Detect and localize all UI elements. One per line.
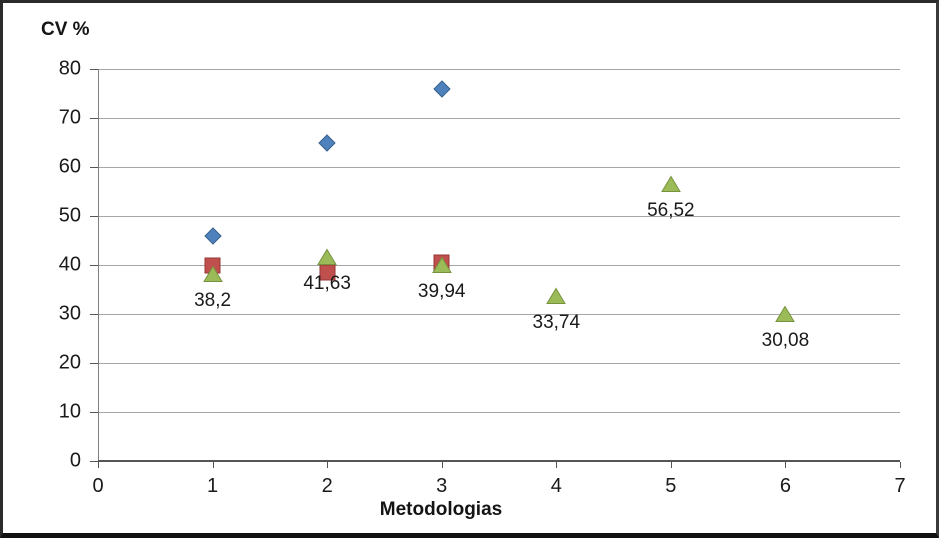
y-tick-label-70: 70: [58, 106, 81, 129]
x-tick-label-5: 5: [665, 475, 677, 497]
y-tick-label-0: 0: [69, 449, 81, 472]
gridline-y-60: [98, 166, 900, 168]
y-tick-60: [90, 167, 98, 168]
x-axis-line: [98, 460, 900, 462]
gridline-y-10: [98, 411, 900, 413]
y-tick-50: [90, 216, 98, 217]
gridline-y-30: [98, 313, 900, 315]
x-tick-1: [212, 462, 214, 468]
x-tick-2: [327, 462, 329, 468]
y-tick-10: [90, 412, 98, 413]
y-axis-line: [98, 69, 99, 461]
x-axis-title: Metodologias: [379, 499, 503, 520]
x-tick-7: [900, 462, 901, 468]
data-point-label-series-green-triangle-x5: 56,52: [647, 200, 695, 222]
data-point-series-green-triangle-x5: [660, 175, 681, 193]
x-tick-label-1: 1: [207, 475, 219, 497]
y-tick-80: [90, 69, 98, 70]
data-point-series-blue-diamond-x1: [203, 226, 222, 245]
gridline-y-50: [98, 215, 900, 217]
data-point-series-green-triangle-x3: [431, 256, 452, 274]
x-tick-0: [98, 462, 99, 468]
data-point-series-green-triangle-x2: [317, 248, 338, 266]
gridline-y-20: [98, 362, 900, 364]
data-point-series-green-triangle-x6: [775, 305, 796, 323]
data-point-label-series-green-triangle-x1: 38,2: [194, 289, 232, 311]
data-point-label-series-green-triangle-x2: 41,63: [303, 273, 351, 294]
y-tick-label-30: 30: [58, 302, 81, 325]
y-tick-label-60: 60: [58, 155, 81, 178]
x-tick-4: [556, 462, 558, 468]
x-tick-6: [785, 462, 787, 468]
data-point-label-series-green-triangle-x6: 30,08: [761, 329, 810, 351]
y-tick-label-40: 40: [58, 253, 81, 276]
y-tick-70: [90, 118, 98, 119]
y-tick-0: [90, 461, 98, 462]
data-point-series-blue-diamond-x2: [318, 133, 336, 152]
x-tick-label-2: 2: [321, 475, 333, 497]
data-point-label-series-green-triangle-x3: 39,94: [417, 281, 466, 303]
x-tick-label-3: 3: [436, 475, 448, 497]
y-tick-label-50: 50: [58, 204, 81, 227]
y-tick-label-20: 20: [58, 351, 81, 374]
y-tick-30: [90, 314, 98, 315]
gridline-y-80: [98, 68, 900, 70]
y-axis-title: CV %: [41, 19, 90, 40]
x-tick-label-7: 7: [894, 475, 906, 497]
data-point-label-series-green-triangle-x4: 33,74: [532, 311, 581, 333]
x-tick-3: [441, 462, 443, 468]
gridline-y-40: [98, 264, 900, 266]
y-tick-label-80: 80: [58, 57, 81, 80]
y-tick-20: [90, 363, 98, 364]
y-tick-40: [90, 265, 98, 266]
x-tick-label-6: 6: [779, 475, 791, 497]
data-point-series-green-triangle-x1: [202, 265, 223, 283]
x-tick-label-4: 4: [550, 475, 562, 497]
gridline-y-70: [98, 117, 900, 119]
y-tick-label-10: 10: [58, 400, 81, 423]
data-point-series-blue-diamond-x3: [432, 79, 451, 98]
x-tick-label-0: 0: [92, 475, 104, 497]
data-point-series-green-triangle-x4: [546, 287, 567, 305]
x-tick-5: [670, 462, 672, 468]
